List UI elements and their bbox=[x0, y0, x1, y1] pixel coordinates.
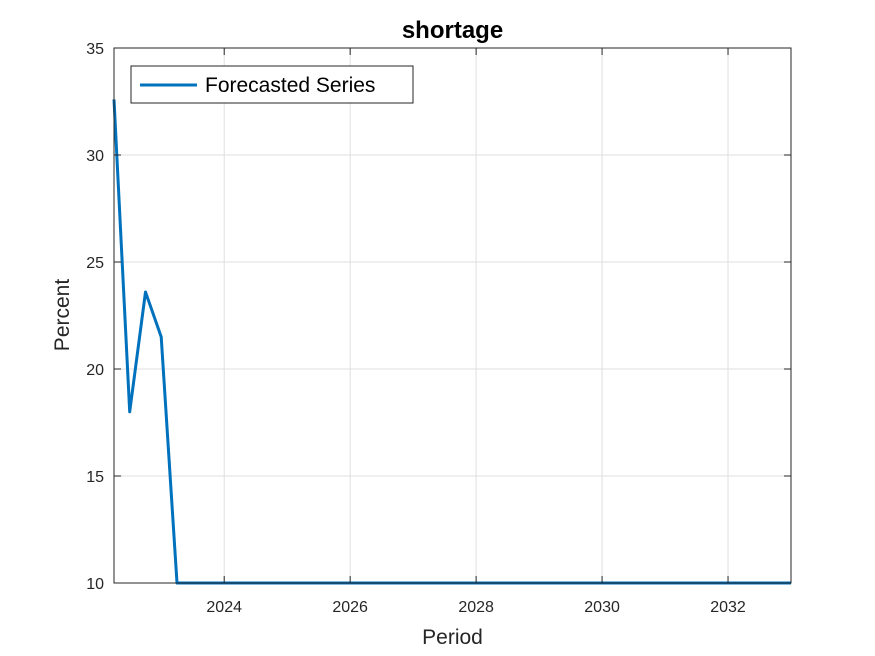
grid-lines bbox=[114, 48, 791, 583]
y-tick-label: 15 bbox=[86, 469, 104, 486]
x-tick-label: 2032 bbox=[710, 599, 746, 616]
x-axis-label: Period bbox=[422, 626, 483, 649]
x-tick-label: 2024 bbox=[206, 599, 242, 616]
y-tick-labels: 10 15 20 25 30 35 bbox=[86, 41, 104, 593]
axis-ticks bbox=[114, 47, 791, 584]
y-tick-label: 25 bbox=[86, 255, 104, 272]
y-axis-label: Percent bbox=[51, 279, 74, 352]
y-tick-label: 10 bbox=[86, 576, 104, 593]
y-tick-label: 20 bbox=[86, 362, 104, 379]
y-tick-label: 30 bbox=[86, 148, 104, 165]
plot-frame bbox=[113, 47, 792, 584]
y-tick-label: 35 bbox=[86, 41, 104, 58]
plot-area bbox=[114, 48, 791, 583]
x-tick-label: 2026 bbox=[332, 599, 368, 616]
x-tick-label: 2028 bbox=[458, 599, 494, 616]
x-tick-labels: 2024 2026 2028 2030 2032 bbox=[206, 599, 746, 616]
legend: Forecasted Series bbox=[130, 65, 414, 104]
legend-entry-forecasted-series: Forecasted Series bbox=[205, 74, 375, 97]
chart-title: shortage bbox=[402, 17, 503, 44]
x-tick-label: 2030 bbox=[584, 599, 620, 616]
